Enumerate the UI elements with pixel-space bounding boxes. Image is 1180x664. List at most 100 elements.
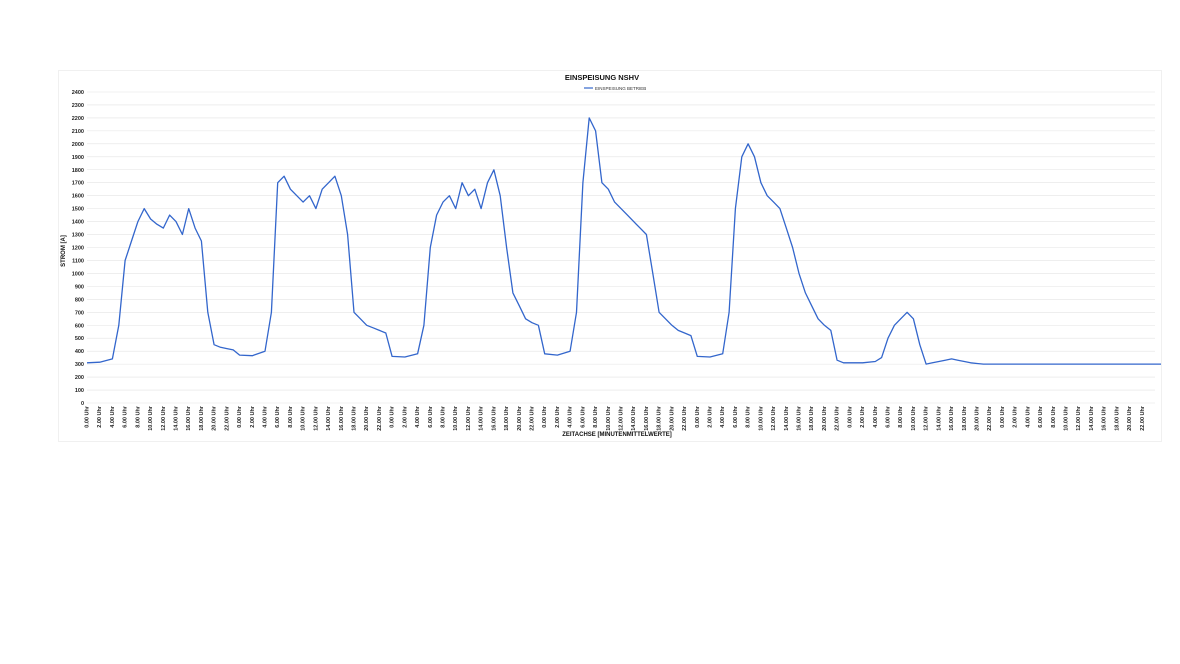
x-tick-label: 22.00 Uhr [377,405,383,431]
y-tick-label: 1400 [72,220,84,226]
x-tick-label: 16.00 Uhr [186,405,192,431]
x-tick-label: 22.00 Uhr [530,405,536,431]
x-tick-label: 0.00 Uhr [390,405,396,428]
y-axis-title: STROM [A] [61,235,67,267]
y-tick-label: 1300 [72,233,84,239]
x-tick-label: 20.00 Uhr [669,405,675,431]
x-tick-label: 6.00 Uhr [428,405,434,428]
x-tick-label: 14.00 Uhr [1089,405,1095,431]
y-tick-label: 100 [75,388,84,394]
x-tick-label: 2.00 Uhr [708,405,714,428]
legend: EINSPEISUNG BETRIEB [584,86,646,91]
x-tick-label: 10.00 Uhr [453,405,459,431]
x-tick-label: 22.00 Uhr [1140,405,1146,431]
x-tick-label: 20.00 Uhr [1127,405,1133,431]
x-tick-label: 12.00 Uhr [1076,405,1082,431]
x-tick-label: 0.00 Uhr [847,405,853,428]
x-tick-label: 18.00 Uhr [657,405,663,431]
x-tick-label: 22.00 Uhr [987,405,993,431]
x-tick-label: 6.00 Uhr [886,405,892,428]
y-tick-label: 1500 [72,207,84,213]
y-tick-label: 1900 [72,155,84,161]
y-tick-label: 2300 [72,103,84,109]
x-tick-label: 0.00 Uhr [85,405,91,428]
x-tick-label: 6.00 Uhr [580,405,586,428]
x-tick-label: 6.00 Uhr [733,405,739,428]
x-tick-label: 20.00 Uhr [364,405,370,431]
x-tick-label: 12.00 Uhr [924,405,930,431]
legend-label: EINSPEISUNG BETRIEB [595,86,646,91]
x-tick-label: 4.00 Uhr [263,405,269,428]
x-tick-label: 12.00 Uhr [466,405,472,431]
x-tick-label: 20.00 Uhr [517,405,523,431]
x-tick-label: 14.00 Uhr [631,405,637,431]
x-tick-label: 16.00 Uhr [644,405,650,431]
x-tick-label: 8.00 Uhr [593,405,599,428]
chart-frame: EINSPEISUNG NSHV EINSPEISUNG BETRIEB 0 10… [58,70,1162,442]
y-tick-label: 0 [81,401,84,407]
x-tick-label: 22.00 Uhr [835,405,841,431]
x-tick-label: 12.00 Uhr [771,405,777,431]
x-tick-label: 18.00 Uhr [352,405,358,431]
x-tick-label: 6.00 Uhr [123,405,129,428]
x-tick-label: 18.00 Uhr [962,405,968,431]
x-tick-label: 18.00 Uhr [504,405,510,431]
x-tick-label: 2.00 Uhr [402,405,408,428]
x-tick-label: 4.00 Uhr [110,405,116,428]
y-tick-label: 900 [75,284,84,290]
x-tick-label: 4.00 Uhr [568,405,574,428]
y-tick-label: 700 [75,310,84,316]
y-tick-label: 800 [75,297,84,303]
y-tick-label: 1600 [72,194,84,200]
x-tick-label: 20.00 Uhr [212,405,218,431]
y-tick-label: 400 [75,349,84,355]
x-tick-label: 4.00 Uhr [873,405,879,428]
x-tick-label: 2.00 Uhr [1013,405,1019,428]
y-tick-label: 2100 [72,129,84,135]
x-tick-label: 10.00 Uhr [148,405,154,431]
y-axis-ticks: 0 100 200 300 400 500 600 700 800 900 1000 1100 1200… [72,90,84,407]
x-tick-label: 4.00 Uhr [720,405,726,428]
x-tick-label: 10.00 Uhr [606,405,612,431]
x-tick-label: 14.00 Uhr [174,405,180,431]
x-tick-label: 8.00 Uhr [135,405,141,428]
x-tick-label: 0.00 Uhr [237,405,243,428]
x-tick-label: 4.00 Uhr [1025,405,1031,428]
x-tick-label: 8.00 Uhr [746,405,752,428]
series-line [86,117,1161,365]
x-tick-label: 22.00 Uhr [224,405,230,431]
x-tick-label: 2.00 Uhr [97,405,103,428]
x-tick-label: 6.00 Uhr [275,405,281,428]
x-tick-label: 20.00 Uhr [822,405,828,431]
x-tick-label: 2.00 Uhr [250,405,256,428]
x-tick-label: 12.00 Uhr [619,405,625,431]
y-tick-label: 2000 [72,142,84,148]
x-tick-label: 8.00 Uhr [441,405,447,428]
x-tick-label: 16.00 Uhr [797,405,803,431]
x-tick-label: 12.00 Uhr [313,405,319,431]
y-tick-label: 300 [75,362,84,368]
x-tick-label: 18.00 Uhr [809,405,815,431]
x-tick-label: 0.00 Uhr [695,405,701,428]
x-tick-label: 16.00 Uhr [491,405,497,431]
series-layer [86,117,1161,365]
x-tick-label: 0.00 Uhr [542,405,548,428]
x-tick-label: 4.00 Uhr [415,405,421,428]
y-tick-label: 500 [75,336,84,342]
x-tick-label: 12.00 Uhr [161,405,167,431]
x-tick-label: 16.00 Uhr [1102,405,1108,431]
x-tick-label: 10.00 Uhr [1064,405,1070,431]
x-tick-label: 10.00 Uhr [301,405,307,431]
grid [87,91,1155,404]
y-tick-label: 1200 [72,246,84,252]
x-tick-label: 8.00 Uhr [288,405,294,428]
y-tick-label: 1800 [72,168,84,174]
chart-title: EINSPEISUNG NSHV [565,73,639,82]
y-tick-label: 200 [75,375,84,381]
x-tick-label: 6.00 Uhr [1038,405,1044,428]
y-tick-label: 1100 [72,258,84,264]
x-tick-label: 0.00 Uhr [1000,405,1006,428]
x-tick-label: 2.00 Uhr [860,405,866,428]
y-tick-label: 600 [75,323,84,329]
x-tick-label: 2.00 Uhr [555,405,561,428]
